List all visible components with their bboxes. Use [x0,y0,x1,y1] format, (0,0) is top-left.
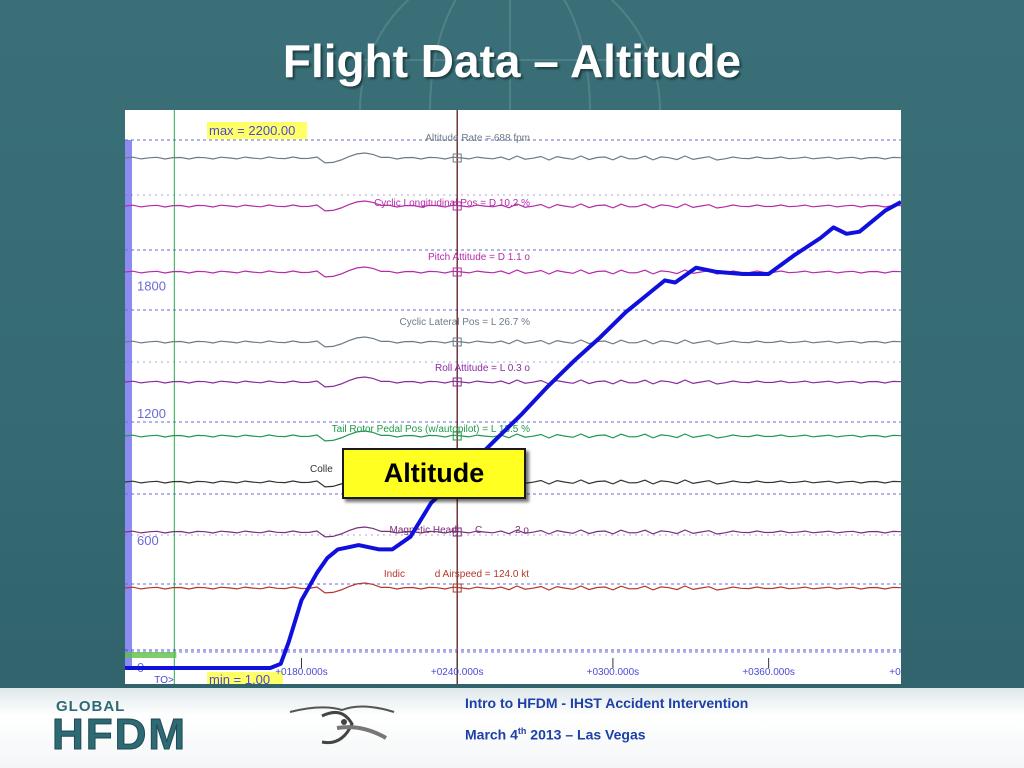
y-tick-label: 1200 [137,406,166,421]
trace-label: Altitude Rate = 688 fpm [425,133,530,144]
footer-date-location: March 4th 2013 – Las Vegas [465,726,646,743]
logo-global-text: GLOBAL [56,698,126,715]
trace-label: Cyclic Longitudinal Pos = D 10.2 % [374,198,530,209]
to-marker-label: TO> [154,675,174,684]
y-tick-label: 1800 [137,279,166,294]
helicopter-logo-icon [289,705,395,745]
altitude-callout: Altitude [342,448,526,499]
cursor-marker [452,201,462,211]
ground-strip [125,652,177,658]
flight-data-chart: Altitude Rate = 688 fpm Cyclic Longitudin… [125,110,901,684]
x-tick-label: +0180.000s [275,667,328,678]
trace-label: Roll Attitude = L 0.3 o [435,363,530,374]
cursor-marker [452,267,462,277]
max-label-bg [207,122,307,139]
parameter-trace [125,336,901,348]
footer-date-post: 2013 – Las Vegas [526,726,646,743]
footer: GLOBAL HFDM Intro to HFDM - IHST Acciden… [0,688,1024,768]
min-label-bg [207,672,283,684]
trace-label: Indic [384,569,405,580]
trace-label: Magnetic Headi [390,525,459,536]
altitude-series-line [125,200,901,670]
trace-label: 2 o [515,525,529,536]
x-tick-label: +0300.000s [587,667,640,678]
max-label: max = 2200.00 [209,123,295,138]
parameter-trace [125,430,901,442]
cursor-marker [452,527,462,537]
trace-label: Colle [310,464,333,475]
x-tick-label: +0 [889,667,901,678]
cursor-marker [452,377,462,387]
trace-label: C [475,525,482,536]
cursor-marker [452,583,462,593]
y-tick-label: 600 [137,533,159,548]
cursor-marker [452,153,462,163]
cursor-marker [452,337,462,347]
footer-date-pre: March 4 [465,726,518,743]
slide-title: Flight Data – Altitude [282,35,742,87]
parameter-trace [125,526,901,538]
parameter-trace [125,266,901,278]
parameter-trace [125,582,901,594]
trace-label: Cyclic Lateral Pos = L 26.7 % [399,317,530,328]
left-axis-bar [125,140,132,668]
trace-label: Tail Rotor Pedal Pos (w/autopilot) = L 1… [332,424,530,435]
x-tick-label: +0240.000s [431,667,484,678]
footer-course-title: Intro to HFDM - IHST Accident Interventi… [465,695,749,711]
parameter-trace [125,200,901,212]
min-label: min = 1.00 [209,672,270,684]
chart-canvas: Altitude Rate = 688 fpm Cyclic Longitudin… [125,110,901,684]
parameter-trace [125,152,901,164]
parameter-trace [125,376,901,388]
x-tick-label: +0360.000s [742,667,795,678]
trace-label: d Airspeed = 124.0 kt [435,569,529,580]
cursor-marker [452,431,462,441]
globe-watermark-icon [359,0,661,110]
logo-hfdm-text: HFDM [51,710,188,760]
footer-date-sup: th [517,726,527,736]
trace-label: Pitch Attitude = D 1.1 o [428,252,530,263]
